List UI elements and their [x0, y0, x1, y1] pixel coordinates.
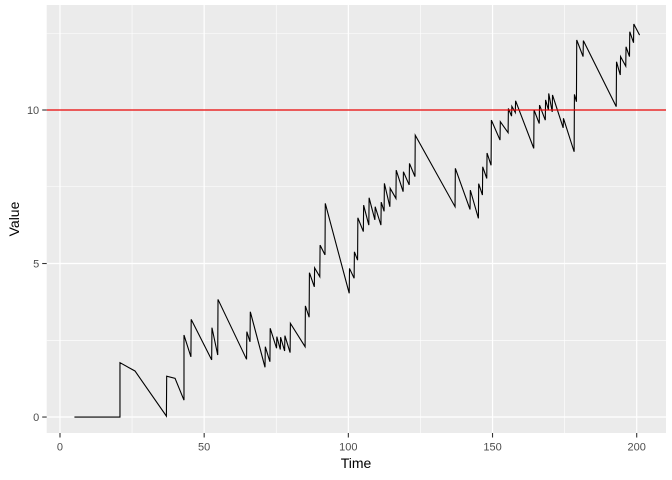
y-tick-label: 0 [33, 412, 39, 424]
y-axis-title: Value [6, 201, 22, 237]
x-axis-title: Time [340, 455, 372, 471]
x-tick-label: 0 [57, 442, 63, 454]
x-tick-label: 100 [339, 442, 357, 454]
x-tick-label: 50 [198, 442, 210, 454]
y-tick-label: 5 [33, 258, 39, 270]
value-line [74, 23, 641, 418]
x-tick-label: 200 [628, 442, 646, 454]
x-tick-label: 150 [483, 442, 501, 454]
panel-background [46, 5, 666, 433]
y-tick-label: 10 [27, 105, 39, 117]
